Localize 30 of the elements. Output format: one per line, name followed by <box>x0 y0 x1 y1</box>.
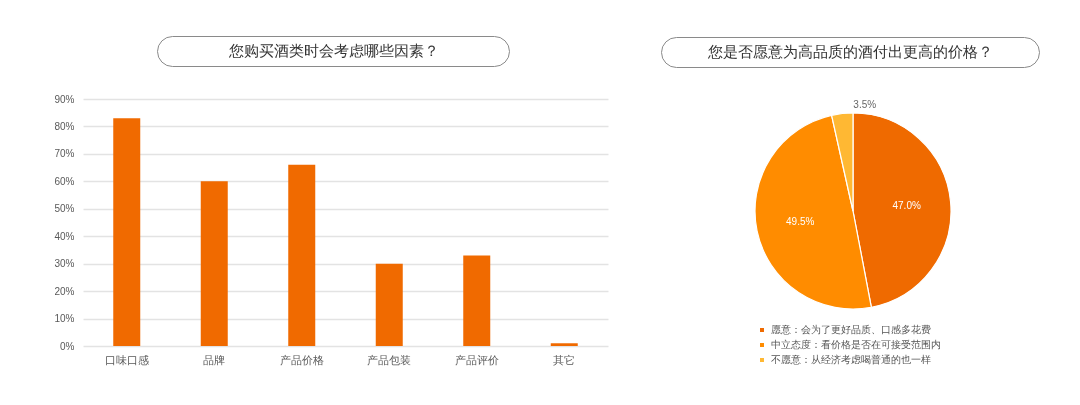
legend-label: 不愿意：从经济考虑喝普通的也一样 <box>771 354 931 365</box>
x-tick-label: 产品评价 <box>454 353 499 366</box>
y-tick-label: 50% <box>54 203 75 215</box>
y-tick-label: 60% <box>54 175 75 187</box>
chart-title: 您购买酒类时会考虑哪些因素？ <box>228 42 439 61</box>
bar <box>200 181 228 346</box>
x-tick-label: 产品包装 <box>367 353 412 366</box>
y-tick-label: 10% <box>54 313 75 325</box>
legend-label: 中立态度：看价格是否在可接受范围内 <box>771 339 941 350</box>
y-tick-label: 40% <box>54 230 75 242</box>
bar <box>375 263 403 346</box>
x-tick-label: 品牌 <box>203 353 226 366</box>
data-label: 3.5% <box>853 98 877 110</box>
legend-label: 愿意：会为了更好品质、口感多花费 <box>771 324 931 335</box>
chart-title: 您是否愿意为高品质的酒付出更高的价格？ <box>708 43 993 62</box>
data-label: 49.5% <box>786 215 815 227</box>
y-tick-label: 0% <box>60 340 75 352</box>
y-tick-label: 20% <box>54 285 75 297</box>
x-tick-label: 其它 <box>553 353 576 366</box>
bar <box>463 255 491 346</box>
bar <box>288 164 316 346</box>
bar <box>113 118 141 346</box>
x-tick-label: 产品价格 <box>279 353 324 366</box>
data-label: 47.0% <box>892 199 921 211</box>
y-tick-label: 70% <box>54 148 75 160</box>
y-tick-label: 90% <box>54 93 75 105</box>
x-tick-label: 口味口感 <box>104 353 149 366</box>
bar <box>550 343 578 346</box>
y-tick-label: 30% <box>54 258 75 270</box>
y-tick-label: 80% <box>54 120 75 132</box>
